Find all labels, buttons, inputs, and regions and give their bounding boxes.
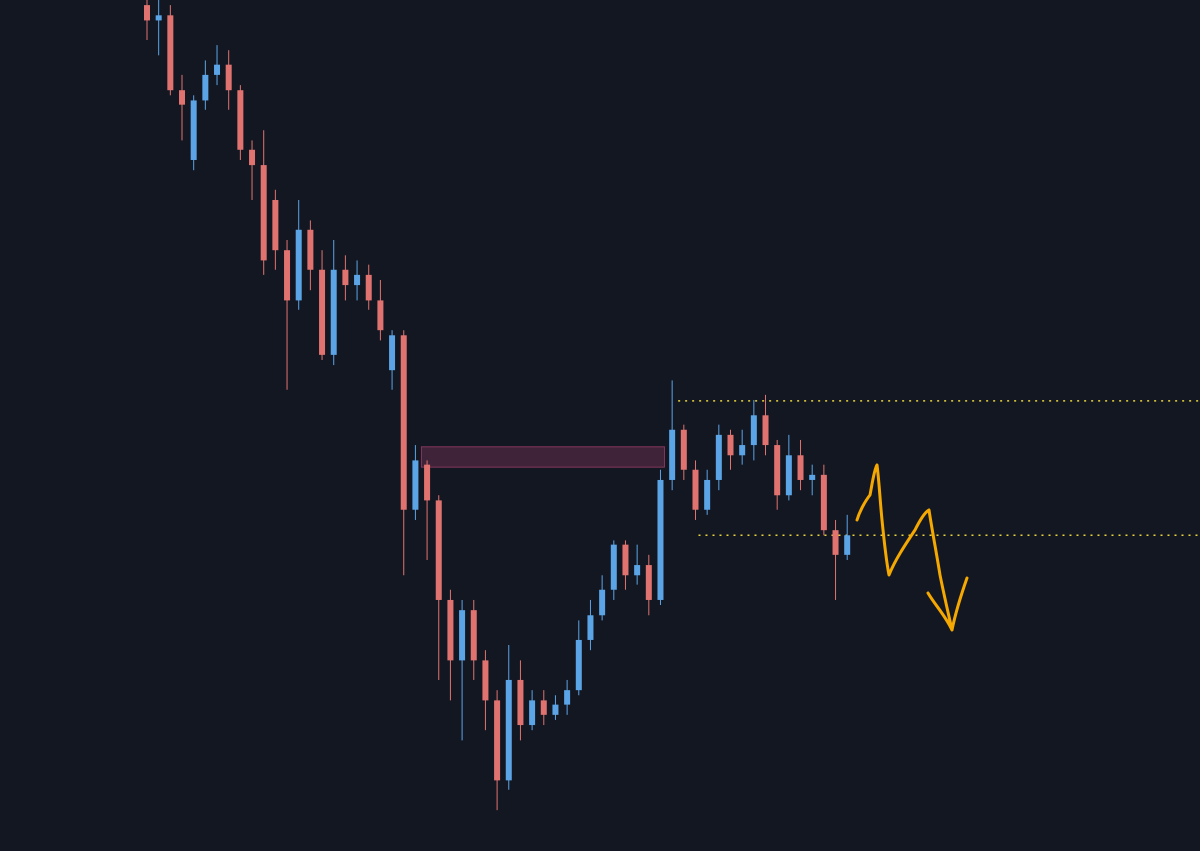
candle-body [599,589,606,616]
candle-body [715,434,722,480]
candle-body [587,615,594,640]
candle-body [354,274,361,286]
candle-body [610,544,617,590]
candle-body [365,274,372,301]
candle-body [342,269,349,286]
candle-body [435,500,442,600]
candle-body [774,445,781,496]
candle-body [552,704,559,715]
candle-body [657,479,664,600]
candle-body [447,599,454,661]
candle-body [505,679,512,781]
candle-body [190,100,197,160]
candle-body [844,535,851,555]
candle-body [144,5,150,21]
candle-body [540,700,547,715]
candle-body [529,700,536,726]
candle-body [295,229,302,301]
candle-body [517,679,524,726]
candle-body [750,415,757,446]
candle-body [319,269,326,355]
candle-body [237,90,244,150]
candle-body [389,335,396,371]
supply-zone [420,446,665,468]
candle-body [482,660,489,701]
plot [144,0,1200,811]
candle-body [400,335,407,510]
candle-body [680,429,687,470]
candle-body [377,300,384,331]
candle-body [809,474,816,480]
candle-body [832,530,839,555]
candle-body [704,479,711,510]
candle-body [785,455,792,496]
candle-body [739,445,746,456]
candle-body [272,199,279,251]
candle-body [424,464,431,501]
candle-body [214,64,221,75]
candle-body [564,690,571,705]
candle-body [494,700,501,781]
candle-body [727,434,734,456]
candle-body [307,229,314,270]
candle-body [225,64,232,91]
candle-body [330,269,337,355]
drawn-arrow [855,463,969,632]
candle-body [167,15,174,91]
candle-body [412,460,419,510]
candle-body [202,74,209,101]
candle-body [459,610,466,661]
candle-body [645,565,652,600]
candle-body [155,15,162,21]
candle-body [797,455,804,480]
candle-body [669,429,676,480]
candle-body [622,544,629,576]
candle-body [284,250,291,301]
candle-body [179,90,186,105]
candle-body [634,565,641,576]
candle-body [575,639,582,691]
candle-body [260,165,267,261]
candle-body [249,149,256,166]
candle-body [470,610,477,661]
candle-body [692,469,699,510]
candle-body [820,474,827,531]
candle-body [762,415,769,446]
